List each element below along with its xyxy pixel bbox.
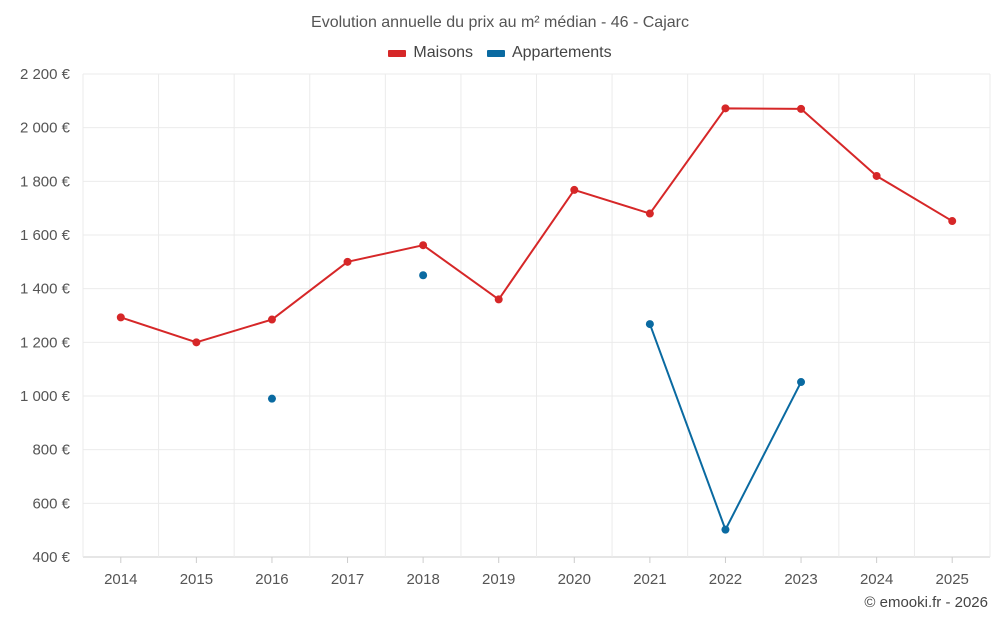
x-tick-label: 2021 <box>633 571 666 588</box>
data-point-maisons <box>267 315 276 324</box>
data-point-appartements <box>721 525 730 534</box>
data-point-maisons <box>872 171 881 180</box>
x-tick-label: 2023 <box>784 571 817 588</box>
data-point-maisons <box>192 338 201 347</box>
data-point-maisons <box>116 313 125 322</box>
legend-label-appartements: Appartements <box>511 44 612 61</box>
data-point-maisons <box>948 217 957 226</box>
chart-title: Evolution annuelle du prix au m² médian … <box>311 14 689 31</box>
data-point-appartements <box>645 320 654 329</box>
x-tick-label: 2016 <box>255 571 288 588</box>
y-tick-label: 1 000 € <box>20 388 71 405</box>
data-point-maisons <box>343 257 352 266</box>
data-point-appartements <box>267 394 276 403</box>
data-point-maisons <box>570 185 579 194</box>
data-point-maisons <box>494 295 503 304</box>
y-tick-label: 600 € <box>32 495 70 512</box>
x-tick-label: 2017 <box>331 571 364 588</box>
legend-swatch-maisons <box>388 49 407 57</box>
data-point-maisons <box>419 241 428 250</box>
data-point-maisons <box>721 104 730 113</box>
legend-swatch-appartements <box>486 49 505 57</box>
x-tick-label: 2015 <box>180 571 213 588</box>
x-tick-label: 2022 <box>709 571 742 588</box>
x-tick-label: 2020 <box>558 571 591 588</box>
legend: Maisons Appartements <box>0 44 1000 62</box>
y-tick-label: 2 000 € <box>20 120 71 137</box>
x-tick-label: 2019 <box>482 571 515 588</box>
y-tick-label: 1 800 € <box>20 173 71 190</box>
series-line-maisons <box>120 107 953 344</box>
legend-label-maisons: Maisons <box>413 44 473 61</box>
credit-text: © emooki.fr - 2026 <box>864 594 988 611</box>
x-tick-label: 2018 <box>406 571 439 588</box>
legend-item-maisons[interactable]: Maisons <box>388 44 473 62</box>
y-tick-label: 400 € <box>32 549 70 566</box>
x-tick-label: 2025 <box>936 571 969 588</box>
y-tick-label: 1 400 € <box>20 281 71 298</box>
series-line-appartements <box>648 323 802 531</box>
data-point-appartements <box>797 378 806 387</box>
data-point-maisons <box>797 104 806 113</box>
y-tick-label: 1 200 € <box>20 334 71 351</box>
data-point-appartements <box>419 271 428 280</box>
y-tick-label: 800 € <box>32 442 70 459</box>
x-tick-label: 2024 <box>860 571 893 588</box>
legend-item-appartements[interactable]: Appartements <box>486 44 612 62</box>
y-tick-label: 1 600 € <box>20 227 71 244</box>
x-tick-label: 2014 <box>104 571 137 588</box>
data-point-maisons <box>645 209 654 218</box>
y-tick-label: 2 200 € <box>20 66 71 83</box>
